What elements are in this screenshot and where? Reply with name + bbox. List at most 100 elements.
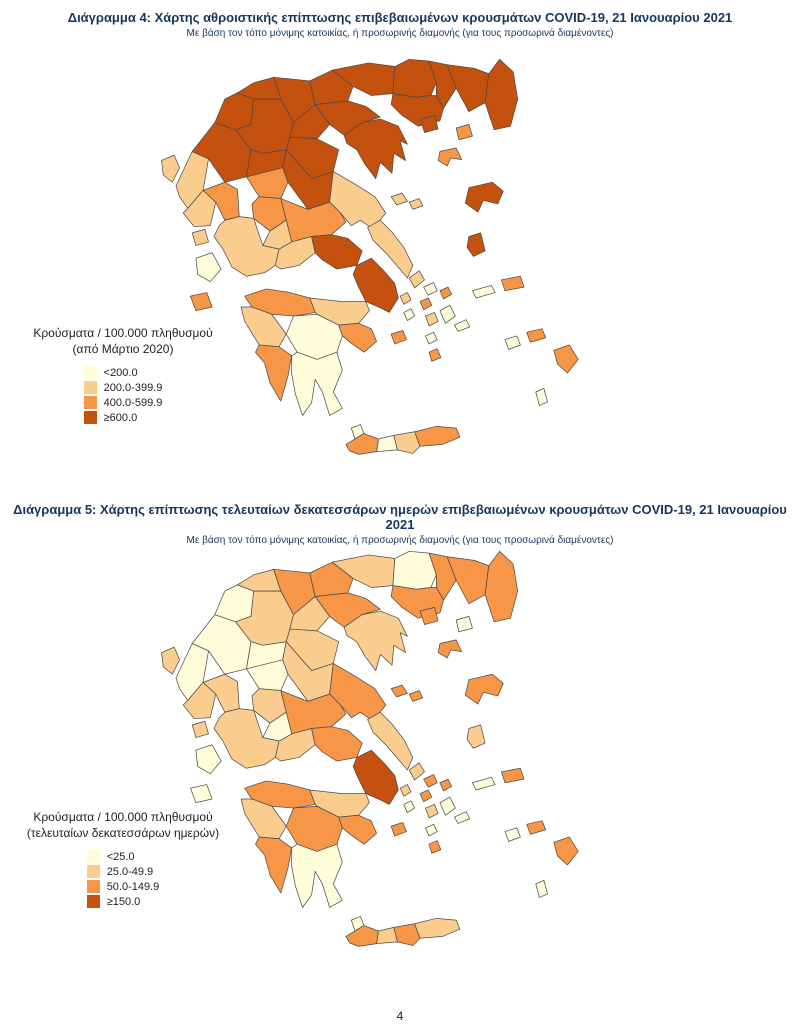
region-tinos bbox=[423, 774, 438, 788]
region-paros bbox=[425, 804, 439, 819]
figure-diagram-5: Διάγραμμα 5: Χάρτης επίπτωσης τελευταίων… bbox=[0, 492, 800, 984]
region-thasos bbox=[419, 606, 439, 625]
region-samos bbox=[501, 275, 525, 292]
greece-map-14day-incidence bbox=[161, 550, 579, 947]
region-sporades2 bbox=[408, 690, 424, 702]
region-santorini bbox=[428, 840, 442, 854]
region-tinos bbox=[423, 282, 438, 296]
region-evros bbox=[484, 58, 519, 131]
region-andros bbox=[408, 762, 425, 781]
region-kefalonia bbox=[195, 744, 222, 775]
region-corfu bbox=[161, 646, 180, 675]
region-laconia bbox=[291, 843, 343, 908]
figure-4-title: Διάγραμμα 4: Χάρτης αθροιστικής επίπτωση… bbox=[67, 10, 733, 25]
legend-label: ≥600.0 bbox=[103, 411, 138, 424]
legend-label: 200.0-399.9 bbox=[103, 381, 163, 394]
region-limnos bbox=[437, 147, 462, 167]
region-karpathos bbox=[535, 880, 548, 898]
region-imathia bbox=[289, 104, 331, 140]
legend-title-line2: (τελευταίων δεκατεσσάρων ημερών) bbox=[26, 825, 220, 840]
region-sporades1 bbox=[390, 684, 408, 698]
region-naxos bbox=[439, 304, 456, 324]
legend-14day: Κρούσματα / 100.000 πληθυσμού (τελευταίω… bbox=[14, 810, 232, 913]
region-thessaloniki bbox=[314, 100, 381, 136]
region-ikaria bbox=[472, 776, 496, 791]
region-evia bbox=[367, 219, 414, 279]
region-kea bbox=[399, 292, 412, 305]
figure-4-subtitle: Με βάση τον τόπο μόνιμης κατοικίας, ή πρ… bbox=[186, 28, 614, 39]
region-rhodes bbox=[553, 344, 579, 374]
region-attica bbox=[352, 749, 399, 805]
legend-label: ≥150.0 bbox=[106, 895, 141, 908]
region-argolida bbox=[338, 322, 378, 353]
region-lesvos bbox=[464, 181, 504, 213]
region-astypalea bbox=[504, 335, 521, 350]
region-chios bbox=[466, 232, 486, 257]
region-mykonos bbox=[439, 778, 453, 792]
region-kilkis bbox=[309, 561, 354, 597]
legend-swatch bbox=[83, 396, 97, 410]
legend-title-14day: Κρούσματα / 100.000 πληθυσμού (τελευταίω… bbox=[14, 810, 232, 841]
legend-swatch bbox=[83, 411, 97, 425]
region-viotia bbox=[311, 234, 363, 270]
region-drama bbox=[392, 58, 437, 98]
region-naxos bbox=[439, 796, 456, 816]
legend-swatch bbox=[86, 880, 100, 894]
region-samothraki bbox=[455, 124, 473, 141]
greece-map-cumulative-incidence bbox=[161, 58, 579, 455]
region-crete_lasithi bbox=[414, 425, 461, 447]
region-messinia bbox=[255, 344, 293, 402]
legend-item-2: 50.0-149.9 bbox=[86, 880, 159, 894]
region-kea bbox=[399, 784, 412, 797]
legend-swatch bbox=[86, 865, 100, 879]
region-paros bbox=[425, 312, 439, 327]
region-samos bbox=[501, 767, 525, 784]
region-kythnos bbox=[403, 800, 415, 813]
region-crete_heraklion bbox=[393, 431, 421, 454]
region-kastoria bbox=[214, 584, 255, 623]
legend-title-line1: Κρούσματα / 100.000 πληθυσμού bbox=[33, 326, 213, 340]
region-kos bbox=[526, 328, 547, 343]
region-kos bbox=[526, 820, 547, 835]
legend-swatch bbox=[83, 366, 97, 380]
figure-diagram-4: Διάγραμμα 4: Χάρτης αθροιστικής επίπτωση… bbox=[0, 0, 800, 492]
region-zakynthos bbox=[190, 292, 213, 311]
region-evia bbox=[367, 711, 414, 771]
figure-5-title: Διάγραμμα 5: Χάρτης επίπτωσης τελευταίων… bbox=[13, 502, 787, 532]
region-crete_heraklion bbox=[393, 923, 421, 946]
region-laconia bbox=[291, 351, 343, 416]
page-number: 4 bbox=[396, 1009, 404, 1023]
legend-items-cumulative: <200.0 200.0-399.9 400.0-599.9 ≥600.0 bbox=[83, 364, 163, 426]
figure-5-subtitle: Με βάση τον τόπο μόνιμης κατοικίας, ή πρ… bbox=[186, 535, 614, 546]
legend-item-0: <200.0 bbox=[83, 366, 163, 380]
region-fokida bbox=[275, 236, 316, 270]
legend-item-1: 25.0-49.9 bbox=[86, 865, 160, 879]
legend-swatch bbox=[86, 895, 100, 909]
region-milos bbox=[390, 330, 407, 345]
region-viotia bbox=[311, 726, 363, 762]
region-thessaloniki bbox=[314, 592, 381, 628]
region-amorgos bbox=[454, 319, 471, 332]
region-sporades1 bbox=[390, 192, 408, 206]
region-lesvos bbox=[464, 673, 504, 705]
region-trikala bbox=[246, 659, 289, 691]
region-aitoloakarnania bbox=[213, 708, 280, 769]
legend-item-2: 400.0-599.9 bbox=[83, 396, 163, 410]
legend-item-1: 200.0-399.9 bbox=[83, 381, 163, 395]
region-lefkada bbox=[191, 228, 209, 246]
region-chios bbox=[466, 724, 486, 749]
region-milos bbox=[390, 822, 407, 837]
legend-label: 400.0-599.9 bbox=[103, 396, 163, 409]
region-mykonos bbox=[439, 286, 453, 300]
region-argolida bbox=[338, 814, 378, 845]
legend-title-line2: (από Μάρτιο 2020) bbox=[72, 341, 174, 356]
region-karpathos bbox=[535, 388, 548, 406]
region-kilkis bbox=[309, 69, 354, 105]
legend-title-cumulative: Κρούσματα / 100.000 πληθυσμού (από Μάρτι… bbox=[14, 326, 232, 357]
region-imathia bbox=[289, 596, 331, 632]
region-thasos bbox=[419, 114, 439, 133]
legend-swatch bbox=[83, 381, 97, 395]
region-chalkidiki bbox=[343, 610, 408, 672]
region-crete_chania bbox=[345, 433, 379, 455]
